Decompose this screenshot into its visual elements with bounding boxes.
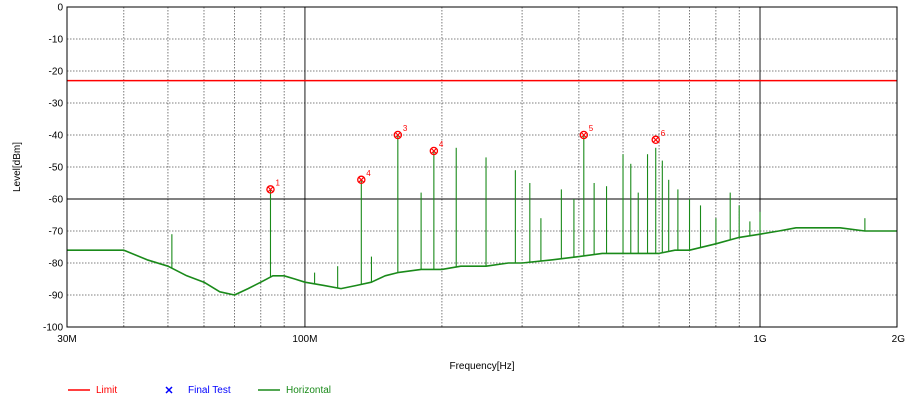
y-tick-label: -80	[49, 259, 64, 270]
x-tick-label: 1G	[753, 334, 767, 345]
reference-lines	[67, 79, 897, 200]
y-tick-label: -50	[49, 163, 64, 174]
final-test-marker-cross	[652, 136, 659, 143]
plot-frame	[66, 6, 898, 328]
final-test-marker-label: 5	[589, 124, 594, 133]
final-test-marker	[266, 185, 275, 194]
y-tick-label: -70	[49, 227, 64, 238]
legend: Limit Final Test Horizontal	[68, 385, 331, 396]
y-tick-label: -20	[49, 67, 64, 78]
final-test-marker-cross	[430, 148, 437, 154]
final-test-marker-label: 3	[403, 124, 408, 133]
y-tick-label: -90	[49, 291, 64, 302]
x-tick-label: 2G	[892, 334, 906, 345]
final-test-marker-cross	[358, 176, 365, 183]
final-test-marker-label: 6	[661, 129, 666, 138]
legend-label: Horizontal	[286, 385, 331, 396]
x-tick-label: 100M	[292, 334, 317, 345]
final-test-marker	[429, 146, 439, 156]
y-axis-title: Level[dBm]	[12, 142, 23, 192]
legend-swatch	[165, 386, 173, 394]
y-tick-label: -60	[49, 195, 64, 206]
final-test-marker	[579, 130, 589, 140]
y-tick-label: -30	[49, 99, 64, 110]
final-test-marker-label: 4	[366, 169, 371, 178]
legend-label: Limit	[96, 385, 117, 396]
final-test-marker-cross	[394, 132, 401, 138]
y-tick-label: -100	[43, 323, 63, 334]
y-tick-label: -40	[49, 131, 64, 142]
final-test-marker	[357, 175, 366, 185]
x-axis-title: Frequency[Hz]	[449, 361, 514, 372]
final-test-marker-cross	[580, 132, 587, 138]
x-tick-label: 30M	[57, 334, 76, 345]
legend-label: Final Test	[188, 385, 231, 396]
y-tick-labels: 0 -10 -20 -30 -40 -50 -60 -70 -80 -90 -100	[43, 3, 63, 334]
final-test-markers: 1 4 3 4 5 6	[266, 124, 666, 194]
x-tick-labels: 30M 100M 1G 2G	[57, 334, 905, 345]
final-test-marker-label: 4	[439, 140, 444, 149]
final-test-marker-cross	[267, 186, 274, 193]
series-layer	[67, 135, 897, 296]
final-test-marker	[393, 130, 403, 140]
y-tick-label: -10	[49, 35, 64, 46]
series-line-horizontal	[67, 227, 897, 296]
final-test-marker	[651, 135, 660, 145]
final-test-marker-label: 1	[275, 178, 280, 187]
y-tick-label: 0	[57, 3, 63, 14]
